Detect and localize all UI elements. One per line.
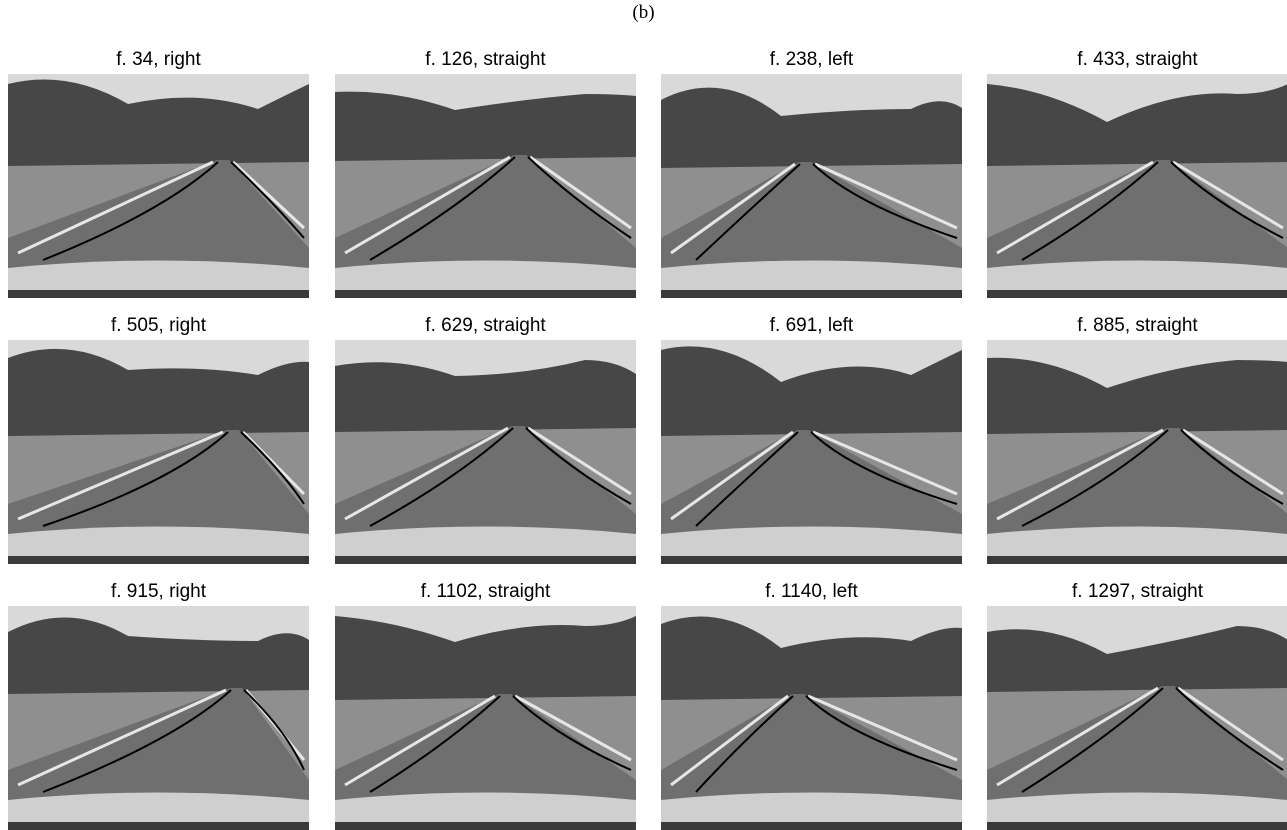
dashboard <box>335 556 636 564</box>
road-image <box>335 606 636 830</box>
panel: f. 691, left <box>661 314 962 564</box>
panel-caption: f. 433, straight <box>987 48 1287 72</box>
panel: f. 885, straight <box>987 314 1287 564</box>
road-image <box>335 74 636 298</box>
panel: f. 1102, straight <box>335 580 636 830</box>
panel-caption: f. 505, right <box>8 314 309 338</box>
dashboard <box>8 290 309 298</box>
panel-caption: f. 915, right <box>8 580 309 604</box>
road-image <box>8 606 309 830</box>
dashboard <box>335 822 636 830</box>
panel: f. 433, straight <box>987 48 1287 298</box>
dashboard <box>8 556 309 564</box>
panel: f. 915, right <box>8 580 309 830</box>
panel-caption: f. 691, left <box>661 314 962 338</box>
road-image <box>987 74 1287 298</box>
figure-label: (b) <box>0 2 1287 24</box>
figure: (b) f. 34, right f. 126, straight f. 238, … <box>0 0 1287 827</box>
panel-caption: f. 126, straight <box>335 48 636 72</box>
dashboard <box>661 556 962 564</box>
road-image <box>661 340 962 564</box>
road-image <box>8 340 309 564</box>
panel-caption: f. 238, left <box>661 48 962 72</box>
road-image <box>661 606 962 830</box>
dashboard <box>987 822 1287 830</box>
road-image <box>661 74 962 298</box>
panel: f. 505, right <box>8 314 309 564</box>
panel-caption: f. 1102, straight <box>335 580 636 604</box>
road-image <box>8 74 309 298</box>
panel: f. 1297, straight <box>987 580 1287 830</box>
panel: f. 126, straight <box>335 48 636 298</box>
road-image <box>987 340 1287 564</box>
dashboard <box>987 556 1287 564</box>
dashboard <box>8 822 309 830</box>
panel-caption: f. 885, straight <box>987 314 1287 338</box>
road-image <box>987 606 1287 830</box>
road-image <box>335 340 636 564</box>
dashboard <box>661 290 962 298</box>
panel: f. 1140, left <box>661 580 962 830</box>
dashboard <box>335 290 636 298</box>
dashboard <box>661 822 962 830</box>
panel-caption: f. 629, straight <box>335 314 636 338</box>
panel: f. 238, left <box>661 48 962 298</box>
panel: f. 629, straight <box>335 314 636 564</box>
panel-caption: f. 1297, straight <box>987 580 1287 604</box>
panel-caption: f. 1140, left <box>661 580 962 604</box>
panel-caption: f. 34, right <box>8 48 309 72</box>
dashboard <box>987 290 1287 298</box>
panel: f. 34, right <box>8 48 309 298</box>
